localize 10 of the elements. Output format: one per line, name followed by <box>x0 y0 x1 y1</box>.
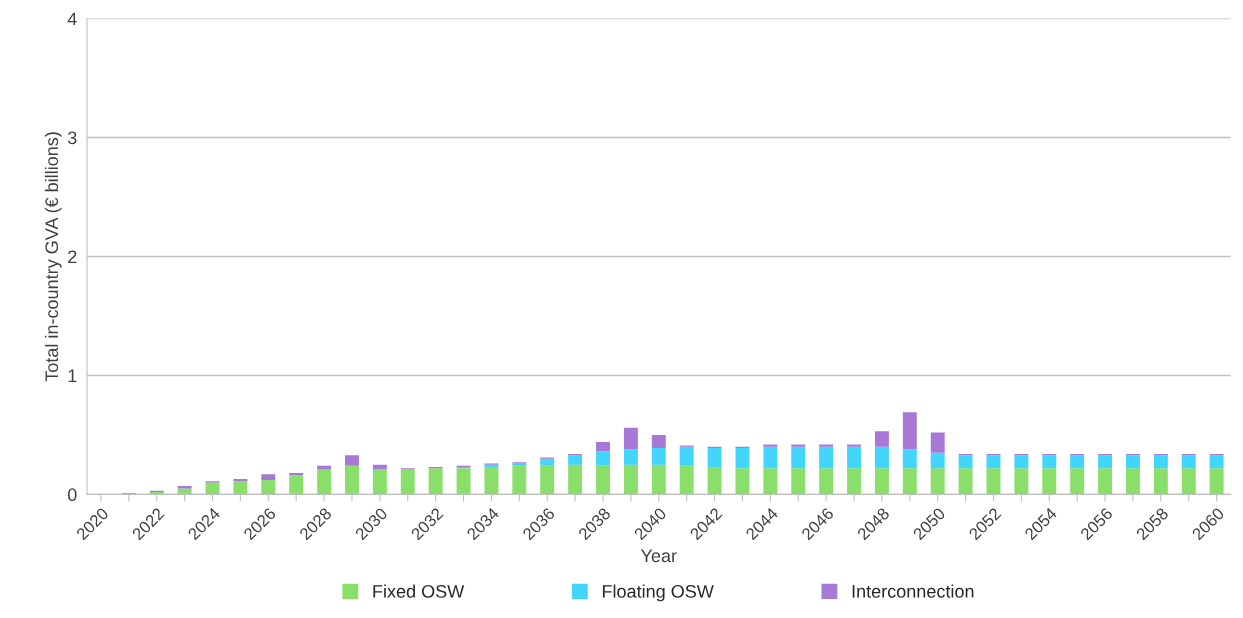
y-tick-label: 3 <box>67 131 77 145</box>
y-tick-label: 0 <box>67 488 77 502</box>
x-axis-title: Year <box>640 549 677 563</box>
y-tick-label: 2 <box>68 250 77 264</box>
legend-label: Fixed OSW <box>373 584 465 598</box>
y-axis-title: Total in-country GVA (€ billions) <box>44 132 62 382</box>
legend-label: Interconnection <box>852 584 974 598</box>
legend-label: Floating OSW <box>602 584 714 602</box>
y-tick-label: 1 <box>68 369 77 382</box>
y-tick-label: 4 <box>67 12 77 26</box>
